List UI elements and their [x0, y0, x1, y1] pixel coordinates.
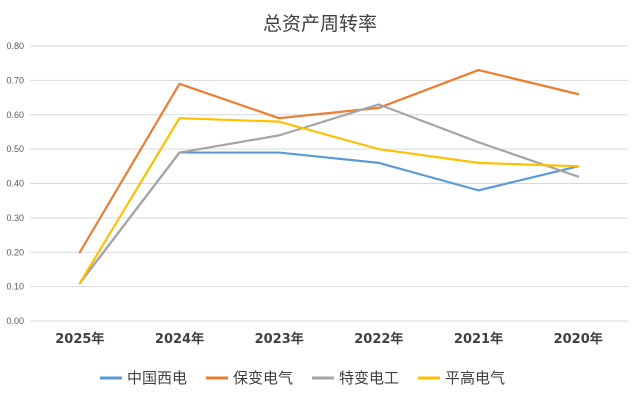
- series-line: [78, 103, 580, 285]
- series-2: [78, 68, 580, 254]
- y-tick-label: 0.70: [6, 75, 24, 85]
- x-axis-ticks: 2025年 2024年 2023年 2022年 2021年 2020年: [55, 331, 603, 347]
- legend-label: 特变电工: [339, 369, 399, 387]
- series-lines: [78, 68, 580, 285]
- legend-label: 中国西电: [127, 369, 187, 387]
- y-axis-ticks: 0.00 0.10 0.20 0.30 0.40 0.50 0.60 0.70 0.80: [6, 41, 24, 326]
- series-line: [78, 68, 580, 254]
- x-tick-label: 2022年: [354, 331, 403, 347]
- series-3: [78, 103, 580, 285]
- legend-label: 保变电气: [233, 369, 293, 387]
- series-4: [78, 117, 580, 285]
- y-tick-label: 0.50: [6, 144, 24, 154]
- x-tick-label: 2021年: [454, 331, 503, 347]
- x-tick-label: 2020年: [554, 331, 603, 347]
- y-tick-label: 0.20: [6, 247, 24, 257]
- x-tick-label: 2024年: [155, 331, 204, 347]
- y-tick-label: 0.60: [6, 110, 24, 120]
- y-tick-label: 0.10: [6, 282, 24, 292]
- legend-item: 保变电气: [206, 369, 293, 387]
- y-tick-label: 0.80: [6, 41, 24, 51]
- x-tick-label: 2023年: [255, 331, 304, 347]
- legend-item: 中国西电: [100, 369, 187, 387]
- y-tick-label: 0.40: [6, 179, 24, 189]
- chart-title: 总资产周转率: [263, 13, 377, 35]
- y-tick-label: 0.30: [6, 213, 24, 223]
- legend: 中国西电 保变电气 特变电工 平高电气: [100, 369, 505, 387]
- series-line: [78, 117, 580, 285]
- x-tick-label: 2025年: [55, 331, 104, 347]
- legend-item: 平高电气: [418, 369, 505, 387]
- legend-label: 平高电气: [445, 369, 505, 387]
- legend-item: 特变电工: [312, 369, 399, 387]
- y-tick-label: 0.00: [6, 316, 24, 326]
